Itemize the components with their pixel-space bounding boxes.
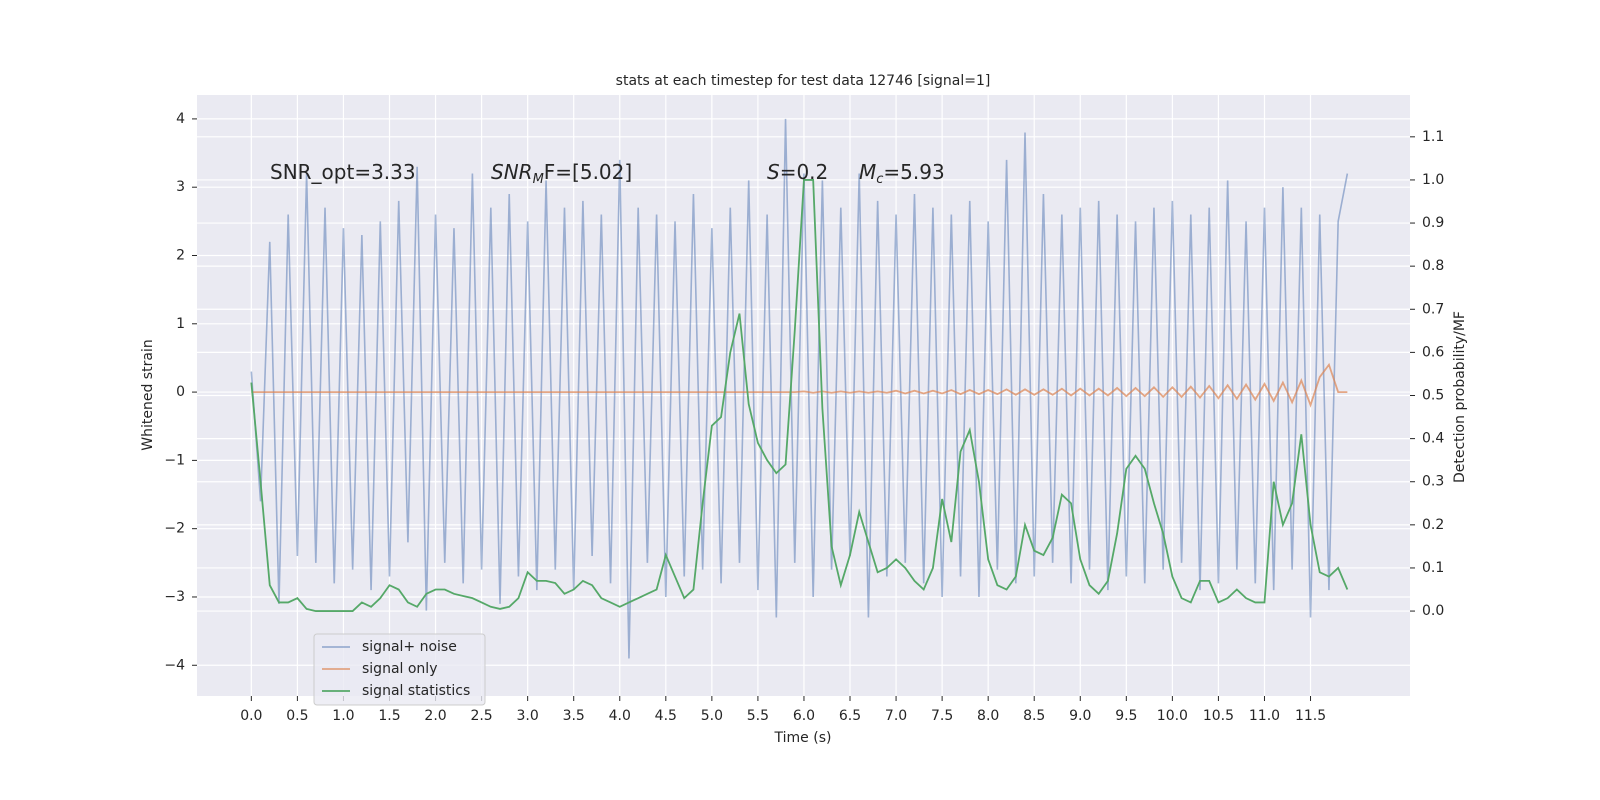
y2-tick-label: 1.0 [1422,172,1444,188]
annotation: S=0.2 [767,160,828,184]
x-tick-label: 7.5 [931,708,953,724]
y2-tick-label: 0.6 [1422,344,1444,360]
y-tick-label: −3 [164,589,185,605]
x-tick-label: 2.5 [470,708,492,724]
legend-label: signal+ noise [362,639,457,655]
chart-title: stats at each timestep for test data 127… [616,73,991,89]
y2-tick-label: 0.9 [1422,215,1444,231]
y2-axis-label: Detection probability/MF [1452,311,1468,483]
y2-tick-label: 0.5 [1422,388,1444,404]
y-tick-label: 3 [176,179,185,195]
annotation-symbol: S [767,160,780,184]
legend-box [313,633,486,706]
y-tick-label: 2 [176,247,185,263]
x-tick-label: 8.0 [977,708,999,724]
x-tick-label: 5.5 [747,708,769,724]
annotation-text: SNR_opt=3.33 [270,160,416,184]
x-tick-label: 11.0 [1249,708,1280,724]
x-tick-label: 4.5 [655,708,677,724]
x-tick-label: 9.5 [1115,708,1137,724]
y-tick-label: 0 [176,384,185,400]
x-tick-label: 3.5 [563,708,585,724]
x-tick-label: 4.0 [609,708,631,724]
annotation-value: =5.93 [883,160,944,184]
annotation: SNR_opt=3.33 [270,160,416,184]
x-tick-label: 9.0 [1069,708,1091,724]
x-tick-label: 0.5 [286,708,308,724]
x-tick-label: 3.0 [517,708,539,724]
x-tick-label: 1.5 [378,708,400,724]
x-tick-label: 1.0 [332,708,354,724]
y-tick-label: −1 [164,452,185,468]
x-tick-label: 7.0 [885,708,907,724]
annotation-value: =0.2 [780,160,829,184]
x-tick-label: 0.0 [240,708,262,724]
x-tick-label: 8.5 [1023,708,1045,724]
y2-tick-label: 0.7 [1422,301,1444,317]
legend-label: signal statistics [362,683,470,699]
y-tick-label: 1 [176,316,185,332]
y-tick-label: −4 [164,657,185,673]
grid [197,95,1410,696]
x-tick-label: 10.0 [1157,708,1188,724]
series-line [250,118,1349,659]
annotation-value: F=[5.02] [544,160,632,184]
x-tick-label: 11.5 [1295,708,1326,724]
y2-tick-label: 1.1 [1422,129,1444,145]
annotation-subscript: c [876,172,883,187]
x-tick-label: 5.0 [701,708,723,724]
y2-tick-label: 0.3 [1422,474,1444,490]
y-tick-label: −2 [164,521,185,537]
y-tick-label: 4 [176,111,185,127]
annotation-symbol: SNR [491,160,533,184]
x-axis-label: Time (s) [774,730,832,746]
series-line [250,179,1349,612]
x-tick-label: 2.0 [424,708,446,724]
y-axis-label: Whitened strain [140,339,156,450]
annotation-subscript: M [533,172,544,187]
y2-tick-label: 0.0 [1422,603,1444,619]
x-tick-label: 6.0 [793,708,815,724]
y2-tick-label: 0.1 [1422,560,1444,576]
series-line [251,362,1348,408]
annotation-symbol: M [859,160,876,184]
y2-tick-label: 0.4 [1422,431,1444,447]
annotation: SNRMF=[5.02] [491,160,632,187]
y2-tick-label: 0.2 [1422,517,1444,533]
y2-tick-label: 0.8 [1422,258,1444,274]
x-tick-label: 6.5 [839,708,861,724]
annotation: Mc=5.93 [859,160,945,187]
legend-label: signal only [362,661,437,677]
x-tick-label: 10.5 [1203,708,1234,724]
